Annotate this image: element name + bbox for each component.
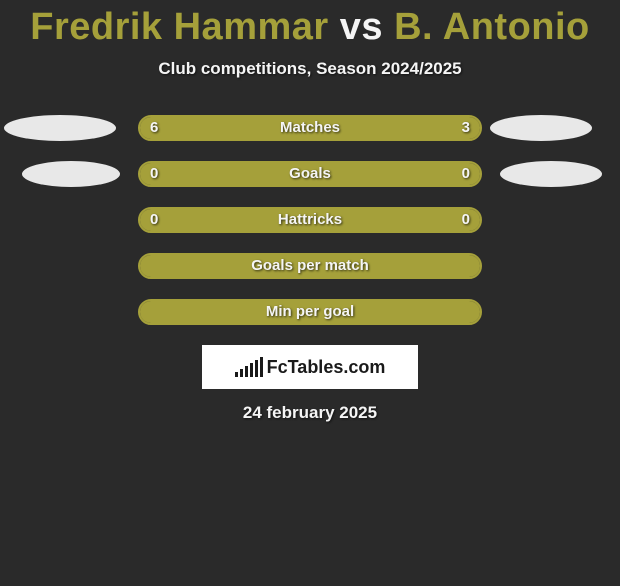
stat-label: Goals per match	[251, 253, 369, 279]
comparison-title: Fredrik Hammar vs B. Antonio	[0, 6, 620, 49]
vs-word: vs	[340, 6, 383, 48]
side-ellipse-0	[4, 115, 116, 141]
stat-label: Matches	[280, 115, 340, 141]
side-ellipse-3	[500, 161, 602, 187]
stat-row: Goals per match	[138, 253, 482, 279]
logo-bars-icon	[235, 357, 263, 377]
side-ellipse-2	[22, 161, 120, 187]
logo-text: FcTables.com	[267, 357, 386, 378]
stat-label: Hattricks	[278, 207, 342, 233]
stat-label: Min per goal	[266, 299, 354, 325]
stat-value-left: 0	[150, 161, 158, 187]
stat-row: 6 3 Matches	[138, 115, 482, 141]
stat-value-left: 0	[150, 207, 158, 233]
fctables-logo: FcTables.com	[202, 345, 418, 389]
stat-value-left: 6	[150, 115, 158, 141]
stat-label: Goals	[289, 161, 331, 187]
stats-area: 6 3 Matches 0 0 Goals 0 0 Hattricks Goals per mat…	[0, 115, 620, 325]
player1-name: Fredrik Hammar	[30, 6, 328, 48]
stat-row: 0 0 Hattricks	[138, 207, 482, 233]
snapshot-date: 24 february 2025	[0, 403, 620, 423]
side-ellipse-1	[490, 115, 592, 141]
player2-name: B. Antonio	[394, 6, 590, 48]
stat-value-right: 0	[462, 161, 470, 187]
subtitle: Club competitions, Season 2024/2025	[0, 59, 620, 79]
stat-value-right: 3	[462, 115, 470, 141]
stat-value-right: 0	[462, 207, 470, 233]
stat-row: 0 0 Goals	[138, 161, 482, 187]
stat-row: Min per goal	[138, 299, 482, 325]
